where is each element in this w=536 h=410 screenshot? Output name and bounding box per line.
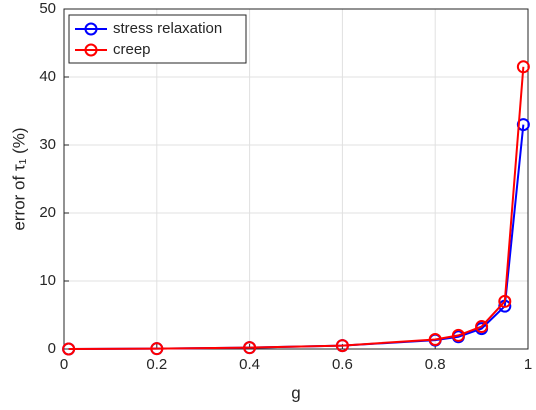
y-tick-label: 20 xyxy=(39,204,56,221)
plot-frame xyxy=(63,8,529,350)
marker xyxy=(335,339,349,353)
y-tick-label: 0 xyxy=(48,340,56,357)
x-tick-label: 0.6 xyxy=(332,356,353,373)
marker xyxy=(516,60,530,74)
x-tick-label: 0.8 xyxy=(425,356,446,373)
y-tick-label: 10 xyxy=(39,272,56,289)
marker xyxy=(150,342,164,356)
marker xyxy=(428,332,442,346)
y-tick-label: 30 xyxy=(39,136,56,153)
legend-box xyxy=(68,14,247,64)
marker xyxy=(243,341,257,355)
x-tick-label: 0 xyxy=(60,356,68,373)
series-line xyxy=(68,66,525,350)
x-tick-label: 0.2 xyxy=(146,356,167,373)
marker xyxy=(62,342,76,356)
y-axis-label: error of τ₁ (%) xyxy=(9,127,28,230)
y-tick-label: 50 xyxy=(39,0,56,17)
legend-label: creep xyxy=(113,41,151,58)
x-axis-label: g xyxy=(291,383,300,402)
x-tick-label: 1 xyxy=(524,356,532,373)
legend-marker xyxy=(84,43,98,57)
x-tick-label: 0.4 xyxy=(239,356,260,373)
marker xyxy=(475,320,489,334)
plot-area xyxy=(64,9,528,349)
marker xyxy=(451,328,465,342)
y-tick-label: 40 xyxy=(39,68,56,85)
legend-label: stress relaxation xyxy=(113,20,222,37)
marker xyxy=(498,294,512,308)
legend-marker xyxy=(84,22,98,36)
